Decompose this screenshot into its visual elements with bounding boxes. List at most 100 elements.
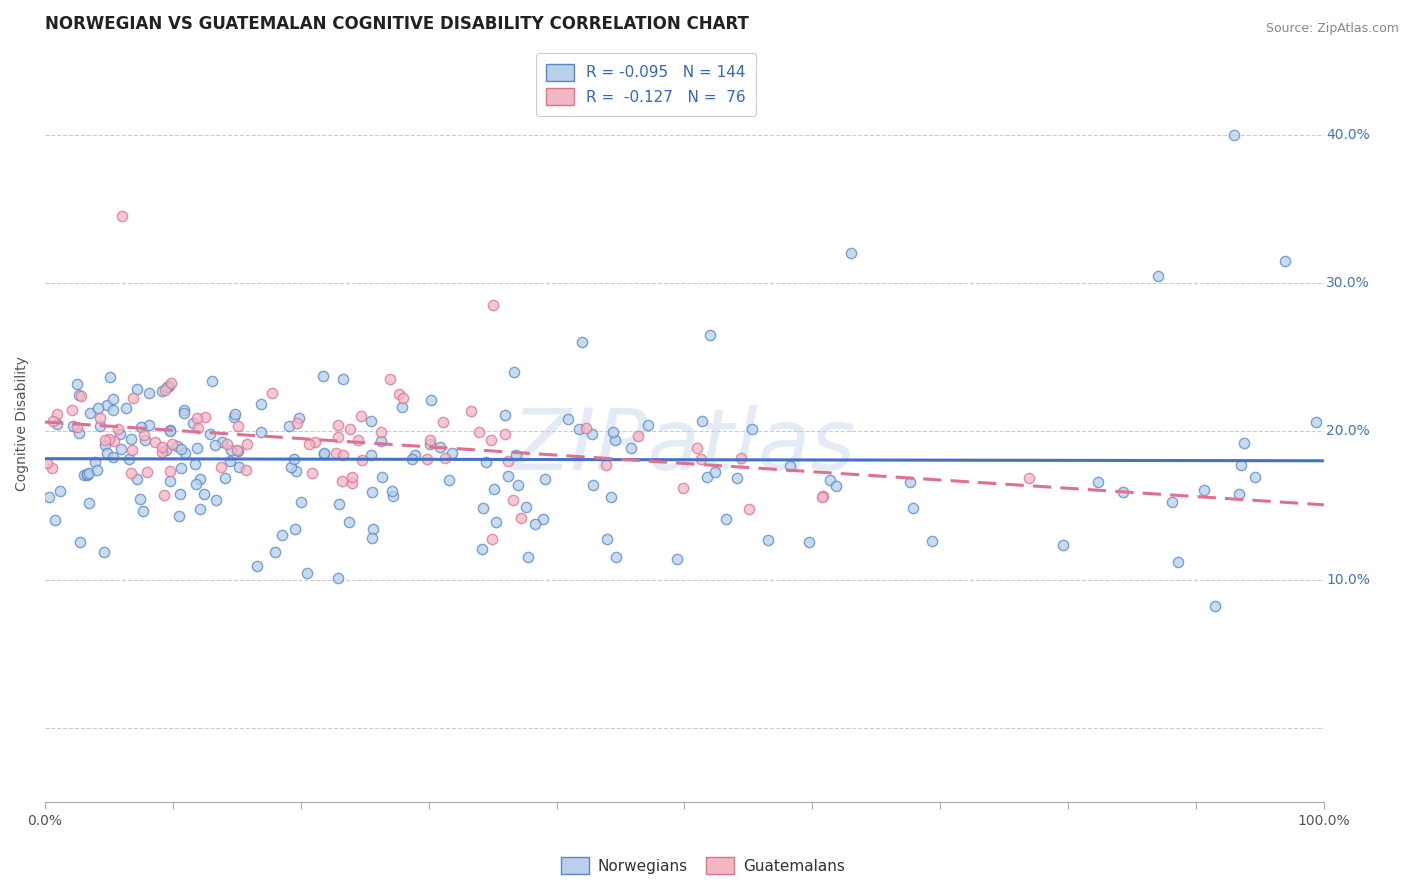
Point <box>420 393 443 408</box>
Point <box>485 515 508 529</box>
Point <box>79 466 101 480</box>
Point <box>129 420 152 434</box>
Point <box>568 422 591 436</box>
Point <box>217 437 239 451</box>
Point <box>460 403 482 417</box>
Point <box>432 415 454 429</box>
Point <box>475 455 498 469</box>
Point <box>96 398 118 412</box>
Point <box>235 463 257 477</box>
Point <box>125 472 148 486</box>
Point <box>97 432 120 446</box>
Point <box>380 372 402 386</box>
Point <box>186 410 208 425</box>
Point <box>1223 128 1246 142</box>
Point <box>350 453 373 467</box>
Point <box>66 376 89 391</box>
Point <box>101 450 124 464</box>
Point <box>136 465 159 479</box>
Point <box>108 427 131 442</box>
Point <box>76 468 98 483</box>
Point <box>600 490 623 504</box>
Point <box>160 376 183 391</box>
Point <box>250 397 273 411</box>
Point <box>122 392 145 406</box>
Point <box>155 380 177 394</box>
Point <box>60 403 83 417</box>
Point <box>287 411 309 425</box>
Point <box>340 470 363 484</box>
Point <box>605 550 627 565</box>
Point <box>194 409 217 424</box>
Point <box>437 473 460 487</box>
Point <box>332 448 354 462</box>
Point <box>226 419 249 434</box>
Point <box>312 448 335 462</box>
Point <box>557 411 579 425</box>
Point <box>388 387 411 401</box>
Text: NORWEGIAN VS GUATEMALAN COGNITIVE DISABILITY CORRELATION CHART: NORWEGIAN VS GUATEMALAN COGNITIVE DISABI… <box>45 15 749 33</box>
Y-axis label: Cognitive Disability: Cognitive Disability <box>15 357 30 491</box>
Point <box>101 403 124 417</box>
Point <box>155 442 177 457</box>
Point <box>419 437 441 451</box>
Point <box>263 545 285 559</box>
Point <box>188 501 211 516</box>
Point <box>339 422 361 436</box>
Point <box>340 475 363 490</box>
Point <box>209 460 232 475</box>
Point <box>595 458 617 472</box>
Point <box>325 446 347 460</box>
Point <box>173 402 195 417</box>
Point <box>312 369 335 384</box>
Point <box>416 452 439 467</box>
Point <box>174 446 197 460</box>
Point <box>67 426 90 441</box>
Point <box>132 427 155 442</box>
Point <box>184 477 207 491</box>
Text: ZIPatlas: ZIPatlas <box>512 405 856 488</box>
Point <box>686 441 709 455</box>
Point <box>494 409 516 423</box>
Point <box>283 451 305 466</box>
Point <box>153 383 176 397</box>
Point <box>295 566 318 580</box>
Point <box>581 427 603 442</box>
Point <box>326 430 349 444</box>
Legend: R = -0.095   N = 144, R =  -0.127   N =  76: R = -0.095 N = 144, R = -0.127 N = 76 <box>536 54 756 116</box>
Point <box>290 494 312 508</box>
Point <box>66 420 89 434</box>
Point <box>159 474 181 488</box>
Point <box>193 486 215 500</box>
Point <box>226 444 249 458</box>
Point <box>118 452 141 467</box>
Point <box>505 448 527 462</box>
Point <box>839 246 862 260</box>
Point <box>70 389 93 403</box>
Point <box>350 409 373 423</box>
Point <box>42 414 65 428</box>
Point <box>433 450 456 465</box>
Point <box>111 209 134 223</box>
Point <box>103 434 125 448</box>
Point <box>508 478 530 492</box>
Point <box>699 327 721 342</box>
Point <box>132 504 155 518</box>
Point <box>347 434 370 448</box>
Legend: Norwegians, Guatemalans: Norwegians, Guatemalans <box>555 851 851 880</box>
Point <box>120 466 142 480</box>
Point <box>1204 599 1226 613</box>
Point <box>304 435 326 450</box>
Point <box>190 472 212 486</box>
Point <box>1244 470 1267 484</box>
Point <box>637 417 659 432</box>
Point <box>901 501 924 516</box>
Point <box>481 433 503 447</box>
Point <box>211 435 233 450</box>
Point <box>150 445 173 459</box>
Point <box>1087 475 1109 489</box>
Point <box>1146 268 1168 283</box>
Point <box>143 434 166 449</box>
Point <box>370 434 392 449</box>
Point <box>107 422 129 436</box>
